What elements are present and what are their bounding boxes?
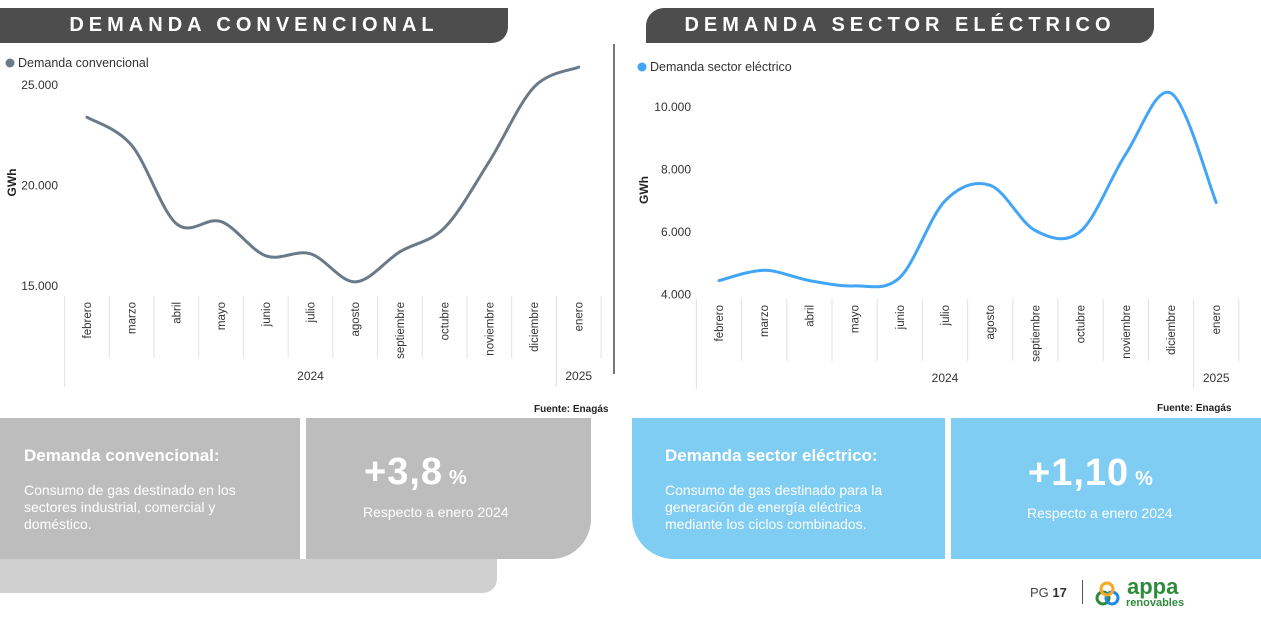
x-tick-label: mayo [850, 305, 862, 333]
appa-logo-main: appa [1127, 574, 1179, 599]
x-tick-label: abril [171, 302, 183, 324]
legend-marker [5, 58, 15, 68]
x-tick-label: febrero [82, 302, 94, 338]
y-tick-label: 20.000 [21, 179, 58, 193]
y-tick-label: 10.000 [654, 100, 691, 114]
left-percentage-panel: +3,8% Respecto a enero 2024 [306, 418, 591, 559]
x-tick-label: marzo [127, 302, 139, 334]
x-tick-label: noviembre [484, 302, 496, 356]
x-tick-label: agosto [350, 302, 362, 337]
right-percentage-panel: +1,10% Respecto a enero 2024 [951, 418, 1261, 559]
y-axis-title: GWh [637, 176, 651, 204]
left-chart-banner: DEMANDA CONVENCIONAL [0, 8, 508, 43]
year-group-label: 2025 [565, 369, 592, 383]
x-tick-label: octubre [440, 302, 452, 340]
right-source-note: Fuente: Enagás [1157, 403, 1232, 414]
series-line [717, 90, 1218, 289]
left-percentage-symbol: % [449, 467, 467, 489]
footer-separator [1082, 580, 1083, 604]
x-tick-label: julio [306, 302, 318, 323]
year-group-label: 2024 [932, 371, 959, 385]
legend-label: Demanda convencional [18, 56, 149, 70]
x-tick-label: febrero [714, 305, 726, 341]
x-tick-label: diciembre [529, 302, 541, 352]
right-percentage-subtitle: Respecto a enero 2024 [1027, 505, 1173, 521]
x-tick-label: julio [940, 305, 952, 326]
left-panel-description: Consumo de gas destinado en los sectores… [24, 482, 236, 532]
vertical-divider [613, 44, 615, 374]
demanda-convencional-chart: Demanda convencional GWh 15.000 20.000 25.00… [5, 56, 602, 387]
x-tick-label: abril [804, 305, 816, 327]
left-source-note: Fuente: Enagás [534, 404, 609, 415]
right-description-panel: Demanda sector eléctrico: Consumo de gas… [632, 418, 945, 559]
x-tick-label: diciembre [1166, 305, 1178, 355]
x-tick-label: septiembre [395, 302, 407, 359]
series-line [85, 65, 581, 284]
page-number: PG 17 [1030, 585, 1067, 600]
demanda-sector-electrico-chart: Demanda sector eléctrico GWh 4.000 6.000 8.0… [637, 60, 1240, 389]
x-tick-label: junio [261, 302, 273, 327]
appa-logo-sub: renovables [1126, 597, 1185, 609]
left-percentage-value: +3,8 [364, 451, 444, 493]
y-tick-label: 8.000 [661, 163, 691, 177]
x-tick-label: septiembre [1030, 305, 1042, 362]
x-tick-label: noviembre [1121, 305, 1133, 359]
left-bottom-bar [0, 559, 497, 593]
right-chart-banner: DEMANDA SECTOR ELÉCTRICO [646, 8, 1154, 43]
left-description-panel: Demanda convencional: Consumo de gas des… [0, 418, 300, 559]
year-group-label: 2025 [1203, 371, 1230, 385]
y-axis-title: GWh [5, 169, 19, 197]
legend-marker [637, 62, 647, 72]
appa-logo-icon [1095, 581, 1120, 606]
y-tick-label: 4.000 [661, 288, 691, 302]
y-tick-label: 6.000 [661, 225, 691, 239]
right-panel-description: Consumo de gas destinado para la generac… [665, 482, 883, 532]
right-percentage-symbol: % [1135, 468, 1153, 490]
left-panel-title: Demanda convencional: [24, 446, 220, 465]
x-tick-label: enero [1211, 305, 1223, 334]
y-tick-label: 25.000 [21, 78, 58, 92]
y-tick-label: 15.000 [21, 279, 58, 293]
x-tick-label: octubre [1076, 305, 1088, 343]
x-tick-label: agosto [985, 305, 997, 340]
right-panel-title: Demanda sector eléctrico: [665, 446, 878, 465]
x-tick-label: marzo [759, 305, 771, 337]
x-tick-label: junio [895, 305, 907, 330]
legend-label: Demanda sector eléctrico [650, 60, 792, 74]
right-percentage-value: +1,10 [1028, 452, 1130, 494]
x-tick-label: mayo [216, 302, 228, 330]
left-percentage-subtitle: Respecto a enero 2024 [363, 504, 509, 520]
x-tick-label: enero [574, 302, 586, 331]
year-group-label: 2024 [297, 369, 324, 383]
